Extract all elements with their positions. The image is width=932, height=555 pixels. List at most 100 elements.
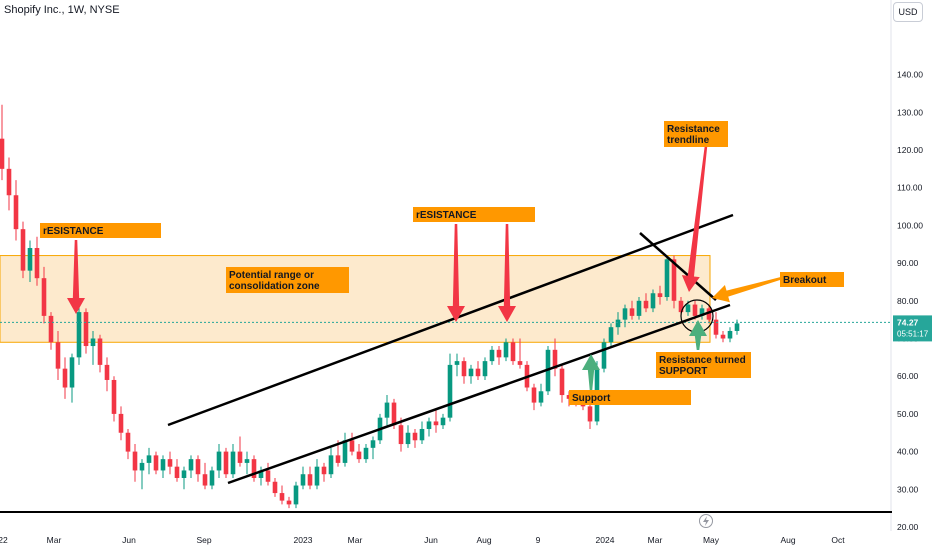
candle (223, 447, 229, 478)
candle (384, 395, 390, 426)
candle-body (496, 349, 502, 358)
candle-body (601, 342, 607, 369)
candle (230, 444, 236, 478)
label-consolidation-zone-bg (226, 267, 349, 293)
candle-body (153, 455, 159, 471)
candle (727, 327, 733, 343)
candle (608, 323, 614, 347)
candle-body (440, 417, 446, 426)
y-tick-label: 40.00 (897, 447, 919, 457)
candle-body (104, 364, 110, 380)
y-tick-label: 140.00 (897, 70, 923, 80)
candle (349, 432, 355, 456)
label-breakout: Breakout (780, 272, 844, 287)
label-resistance-trendline-text: Resistance (667, 124, 720, 135)
candle (216, 444, 222, 478)
countdown-timer: 05:51:17 (897, 329, 929, 338)
candle (195, 455, 201, 482)
candle-body (636, 300, 642, 316)
label-resistance-turned-support-bg (656, 352, 751, 378)
candle (41, 266, 47, 324)
label-resistance-turned-support-text: SUPPORT (659, 366, 707, 377)
arrow-resistance-mid2-shape (498, 224, 516, 322)
candle-body (293, 485, 299, 505)
candle-body (699, 308, 705, 316)
x-tick-label: 2023 (294, 535, 313, 545)
candle (489, 346, 495, 365)
candle-body (48, 315, 54, 343)
label-consolidation-zone-text: consolidation zone (229, 281, 320, 292)
arrow-turned-support-shape (689, 320, 707, 350)
label-resistance-mid: rESISTANCE (413, 207, 535, 222)
candle-body (6, 168, 12, 196)
candle (300, 466, 306, 490)
candle-body (181, 470, 187, 478)
candle (69, 353, 75, 403)
channel-lower-trendline (227, 303, 731, 485)
candle (650, 289, 656, 313)
candle-body (629, 308, 635, 316)
x-tick-label: Mar (47, 535, 62, 545)
candle (559, 364, 565, 403)
candle-body (510, 342, 516, 362)
candle-body (426, 421, 432, 429)
candle (440, 413, 446, 429)
candle-body (349, 440, 355, 452)
candle-body (657, 293, 663, 298)
candle-body (174, 466, 180, 478)
candle (83, 308, 89, 354)
candle (258, 466, 264, 486)
label-resistance-mid-text: rESISTANCE (416, 210, 477, 221)
candle (6, 157, 12, 211)
candle-body (258, 470, 264, 478)
candle-body (160, 459, 166, 471)
label-resistance-turned-support-text: Resistance turned (659, 355, 746, 366)
label-resistance-left-text: rESISTANCE (43, 226, 104, 237)
x-tick-label: May (703, 535, 720, 545)
candle (328, 447, 334, 478)
candle (237, 436, 243, 467)
candle-body (230, 451, 236, 475)
candle (34, 236, 40, 286)
candle (657, 285, 663, 305)
x-tick-label: Mar (348, 535, 363, 545)
candle-body (650, 293, 656, 309)
candle-body (202, 474, 208, 486)
x-tick-label: Jun (122, 535, 136, 545)
candle-body (671, 259, 677, 301)
candle-body (237, 451, 243, 463)
candle (55, 330, 61, 380)
y-tick-label: 20.00 (897, 522, 919, 532)
last-price-bg (893, 315, 932, 342)
candle (699, 304, 705, 320)
arrow-resistance-mid2 (498, 224, 516, 322)
candle-body (734, 323, 740, 331)
lightning-icon (699, 514, 713, 528)
candle-body (559, 368, 565, 396)
candle-body (97, 338, 103, 365)
candle-body (405, 432, 411, 445)
candle (111, 376, 117, 422)
candle-body (272, 481, 278, 494)
candle (118, 406, 124, 441)
candle-body (482, 361, 488, 377)
y-tick-label: 80.00 (897, 296, 919, 306)
candle (146, 447, 152, 475)
candle-body (685, 304, 691, 313)
candle (251, 455, 257, 482)
currency-badge[interactable]: USD (893, 2, 923, 22)
label-resistance-left: rESISTANCE (40, 223, 161, 238)
candle-body (622, 308, 628, 320)
candle (517, 338, 523, 369)
candle-body (727, 330, 733, 339)
consolidation-zone (0, 255, 711, 343)
candle-body (300, 474, 306, 486)
x-tick-label: 9 (536, 535, 541, 545)
symbol-title: Shopify Inc., 1W, NYSE (4, 4, 120, 16)
candle (615, 312, 621, 335)
candle (90, 330, 96, 365)
x-tick-label: Sep (196, 535, 211, 545)
label-resistance-left-bg (40, 223, 161, 238)
